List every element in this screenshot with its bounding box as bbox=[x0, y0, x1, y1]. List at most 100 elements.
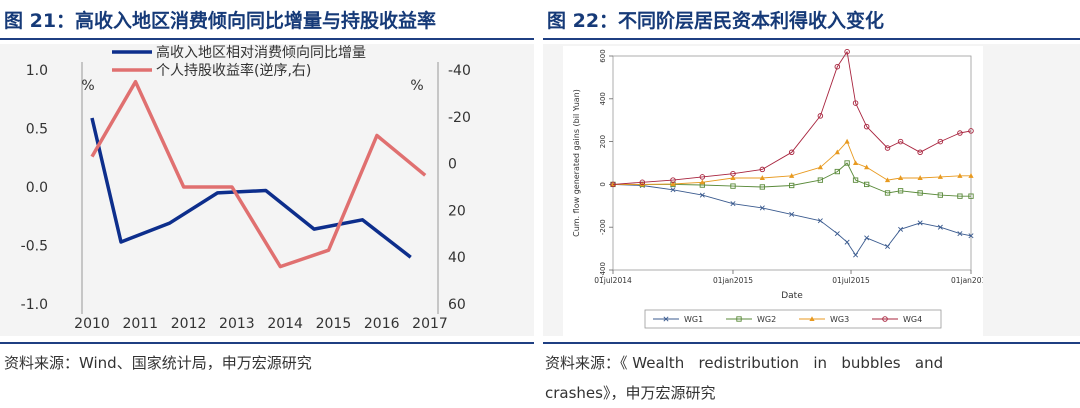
y-tick-label: 0 bbox=[599, 182, 607, 186]
x-tick-label: 01jul2014 bbox=[594, 276, 632, 285]
legend-label-1: 高收入地区相对消费倾向同比增量 bbox=[156, 44, 366, 61]
left-y-tick-label: -1.0 bbox=[21, 297, 48, 313]
right-figure: 图 22：不同阶层居民资本利得收入变化 -400 -200 0 200 400 600 01… bbox=[543, 0, 1080, 408]
left-title-rule bbox=[0, 38, 534, 40]
right-figure-source-line2: crashes》，申万宏源研究 bbox=[545, 384, 716, 402]
series-marker-wg3 bbox=[639, 181, 645, 187]
series-marker-wg3 bbox=[917, 175, 923, 180]
right-y-tick-label: 40 bbox=[448, 250, 466, 266]
series-line-wg4 bbox=[612, 51, 972, 185]
series-marker-wg3 bbox=[699, 179, 705, 185]
series-marker-wg4 bbox=[917, 149, 923, 156]
series-marker-wg3 bbox=[759, 175, 765, 180]
legend-box bbox=[644, 309, 942, 329]
series-marker-wg1 bbox=[957, 231, 963, 237]
y-tick-label: -400 bbox=[599, 262, 607, 278]
x-axis-title: Date bbox=[781, 291, 803, 301]
series-marker-wg2 bbox=[817, 177, 824, 183]
legend-label-wg2: WG2 bbox=[757, 315, 776, 324]
series-marker-wg1 bbox=[844, 239, 850, 245]
right-axis-unit: % bbox=[410, 78, 423, 94]
series-marker-wg4 bbox=[863, 123, 870, 130]
series-marker-wg1 bbox=[670, 187, 676, 193]
legend-label-wg3: WG3 bbox=[830, 315, 849, 324]
series-marker-wg1 bbox=[759, 205, 765, 211]
series-marker-wg2 bbox=[736, 316, 742, 322]
plot-area bbox=[612, 55, 972, 271]
x-tick-label: 2011 bbox=[122, 316, 158, 332]
series-marker-wg3 bbox=[884, 177, 891, 183]
series-marker-wg4 bbox=[759, 166, 766, 173]
x-tick-label: 2012 bbox=[171, 316, 207, 332]
series-marker-wg4 bbox=[937, 138, 944, 145]
right-y-tick-label: 20 bbox=[448, 203, 466, 219]
series-marker-wg3 bbox=[852, 160, 859, 165]
x-tick-label: 2010 bbox=[74, 316, 110, 332]
series-marker-wg2 bbox=[789, 182, 795, 189]
series-marker-wg3 bbox=[957, 173, 963, 178]
series-marker-wg4 bbox=[670, 177, 676, 183]
series-marker-wg4 bbox=[844, 48, 850, 55]
series-marker-wg2 bbox=[897, 188, 904, 194]
x-tick-label: 01jul2015 bbox=[832, 276, 870, 285]
y-tick-label: 200 bbox=[599, 135, 607, 148]
series-marker-wg1 bbox=[853, 252, 859, 258]
series-marker-wg4 bbox=[639, 179, 646, 186]
left-figure-source: 资料来源：Wind、国家统计局，申万宏源研究 bbox=[4, 354, 312, 372]
left-y-tick-label: 0.5 bbox=[26, 122, 48, 138]
y-axis-title: Cum. flow generated gains (bil Yuan) bbox=[572, 89, 581, 237]
right-y-tick-label: -40 bbox=[448, 63, 471, 79]
legend-label-wg4: WG4 bbox=[903, 315, 922, 324]
right-title-rule bbox=[543, 38, 1080, 40]
x-tick-label: 2016 bbox=[364, 316, 400, 332]
legend-label-wg1: WG1 bbox=[684, 315, 703, 324]
series-marker-wg3 bbox=[897, 175, 904, 180]
series-marker-wg1 bbox=[968, 233, 974, 239]
series-marker-wg2 bbox=[968, 193, 974, 199]
right-figure-title: 图 22：不同阶层居民资本利得收入变化 bbox=[547, 10, 885, 32]
series-line-wg3 bbox=[613, 141, 971, 185]
y-tick-label: 600 bbox=[599, 49, 607, 62]
series-marker-wg2 bbox=[937, 192, 944, 198]
series-marker-wg4 bbox=[730, 170, 736, 177]
series-marker-wg1 bbox=[885, 243, 891, 249]
series-marker-wg1 bbox=[817, 218, 823, 224]
series-marker-wg4 bbox=[968, 128, 974, 134]
x-tick-label: 2014 bbox=[267, 316, 303, 332]
series-marker-wg4 bbox=[610, 181, 616, 188]
right-figure-source-line1: 资料来源：《 Wealth redistribution in bubbles … bbox=[545, 354, 944, 372]
left-y-tick-label: 1.0 bbox=[26, 63, 48, 79]
legend-label-2: 个人持股收益率(逆序,右) bbox=[156, 62, 311, 79]
series-line-wg2 bbox=[613, 162, 971, 197]
right-chart: -400 -200 0 200 400 600 01jul2014 01jan2015 01ju… bbox=[563, 46, 983, 336]
left-figure-title: 图 21：高收入地区消费倾向同比增量与持股收益率 bbox=[4, 10, 437, 32]
series-marker-wg3 bbox=[937, 174, 943, 179]
series-marker-wg4 bbox=[897, 138, 904, 145]
series-marker-wg3 bbox=[789, 173, 795, 178]
right-source-rule bbox=[543, 342, 1080, 344]
series-marker-wg3 bbox=[730, 175, 736, 180]
series-marker-wg2 bbox=[730, 183, 736, 189]
series-marker-wg2 bbox=[884, 190, 891, 196]
series-marker-wg1 bbox=[898, 226, 904, 232]
series-marker-wg2 bbox=[844, 160, 850, 166]
x-tick-label: 2013 bbox=[219, 316, 255, 332]
series-line-2 bbox=[90, 79, 427, 269]
series-marker-wg2 bbox=[834, 168, 840, 175]
series-marker-wg1 bbox=[699, 192, 705, 198]
series-marker-wg1 bbox=[730, 201, 736, 207]
left-y-tick-label: -0.5 bbox=[21, 239, 48, 255]
right-y-tick-label: -20 bbox=[448, 110, 471, 126]
x-tick-label: 01jan2016 bbox=[951, 276, 983, 285]
x-tick-label: 01jan2015 bbox=[713, 276, 753, 285]
series-marker-wg1 bbox=[834, 231, 840, 237]
series-marker-wg3 bbox=[864, 164, 870, 170]
series-marker-wg3 bbox=[844, 138, 850, 144]
series-marker-wg1 bbox=[864, 235, 870, 241]
series-marker-wg2 bbox=[957, 193, 963, 199]
series-line-1 bbox=[90, 117, 412, 259]
series-line-wg1 bbox=[612, 183, 972, 256]
series-marker-wg2 bbox=[917, 190, 923, 196]
series-marker-wg3 bbox=[670, 181, 676, 186]
left-axis-unit: % bbox=[81, 78, 94, 94]
